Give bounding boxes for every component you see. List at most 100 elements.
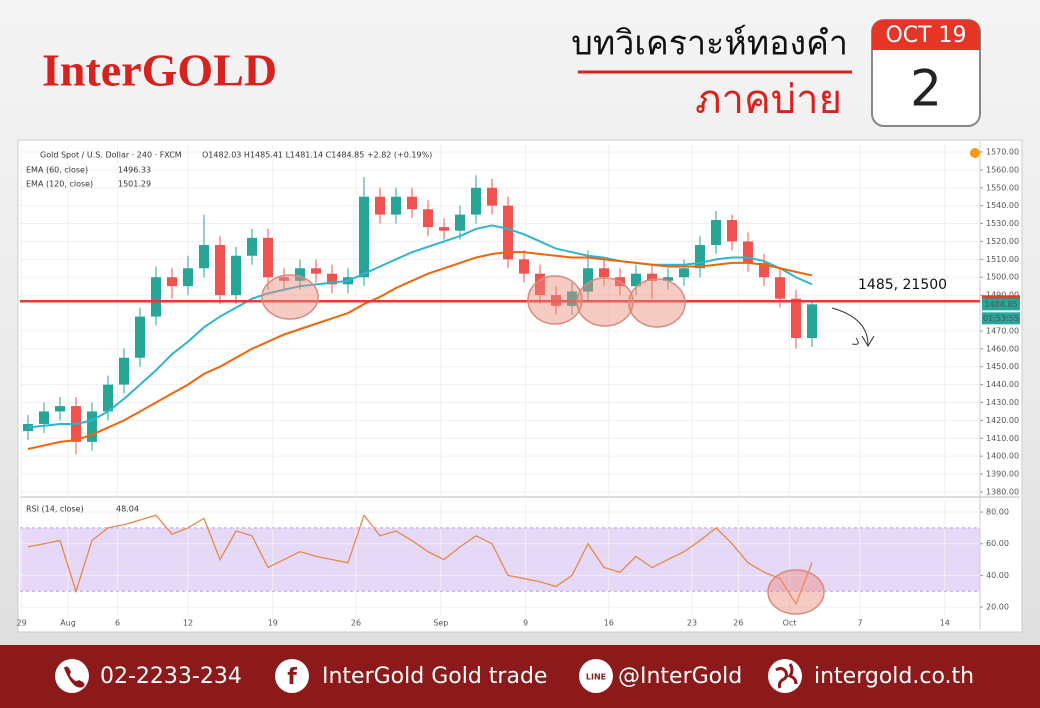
candle-body bbox=[599, 268, 609, 278]
highlights bbox=[261, 274, 825, 615]
x-tick-label: 26 bbox=[351, 619, 361, 628]
x-tick-label: 23 bbox=[687, 619, 697, 628]
candle-body bbox=[471, 187, 481, 215]
y-tick-label: 1530.00 bbox=[986, 219, 1019, 228]
line-id: @InterGold bbox=[618, 664, 742, 689]
candle-body bbox=[631, 273, 641, 287]
candle-body bbox=[151, 277, 161, 317]
candle-body bbox=[519, 259, 529, 274]
y-tick-label: 1400.00 bbox=[986, 452, 1019, 461]
candle-body bbox=[215, 245, 225, 296]
highlight bbox=[576, 277, 634, 327]
y-tick-label: 1470.00 bbox=[986, 326, 1019, 335]
title-line1: บทวิเคราะห์ทองคำ bbox=[571, 24, 848, 64]
x-tick-label: 7 bbox=[857, 619, 862, 628]
candle-body bbox=[183, 268, 193, 287]
candle-body bbox=[407, 196, 417, 210]
footer-bar bbox=[0, 645, 1040, 708]
candle-body bbox=[791, 298, 801, 339]
y-tick-label: 60.00 bbox=[986, 539, 1009, 548]
candle-body bbox=[759, 262, 769, 278]
candle-body bbox=[167, 277, 177, 287]
x-tick-label: 19 bbox=[268, 619, 278, 628]
rsi-line bbox=[27, 513, 813, 606]
x-tick-label: 9 bbox=[523, 619, 528, 628]
candle-body bbox=[311, 268, 321, 274]
y-tick-label: 1380.00 bbox=[986, 487, 1019, 496]
highlight bbox=[628, 278, 686, 328]
candle-body bbox=[567, 291, 577, 306]
price-label: 1484.85 bbox=[984, 300, 1017, 309]
candle-body bbox=[711, 219, 721, 246]
candle-body bbox=[775, 277, 785, 299]
footer: 02-2233-234 f InterGold Gold trade LINE … bbox=[55, 659, 974, 693]
calendar: OCT 19 2 bbox=[871, 19, 981, 127]
candle-body bbox=[359, 196, 369, 278]
phone-glyph bbox=[64, 666, 85, 688]
y-tick-label: 1410.00 bbox=[986, 434, 1019, 443]
line-icon bbox=[579, 659, 613, 693]
phone: 02-2233-234 bbox=[100, 664, 242, 689]
chart-title: RSI (14, close) bbox=[26, 505, 84, 514]
ohlc-label: O1482.03 H1485.41 L1481.14 C1484.85 +2.8… bbox=[202, 151, 432, 160]
y-tick-label: 1460.00 bbox=[986, 344, 1019, 353]
legend-name: EMA (120, close) bbox=[26, 180, 93, 189]
y-tick-label: 20.00 bbox=[986, 603, 1009, 612]
x-tick-label: 26 bbox=[733, 619, 743, 628]
alert-icon bbox=[970, 148, 980, 158]
candle-body bbox=[263, 237, 273, 278]
candle-body bbox=[295, 268, 305, 281]
candle-body bbox=[455, 214, 465, 231]
y-tick-label: 1550.00 bbox=[986, 183, 1019, 192]
y-tick-label: 80.00 bbox=[986, 508, 1009, 517]
highlight bbox=[767, 569, 825, 615]
website: intergold.co.th bbox=[814, 664, 974, 689]
candle-body bbox=[743, 241, 753, 263]
candle-body bbox=[279, 277, 289, 281]
ema-line bbox=[27, 224, 813, 429]
chart-title: Gold Spot / U.S. Dollar · 240 · FXCM bbox=[40, 151, 182, 160]
candle-body bbox=[55, 406, 65, 412]
candle-body bbox=[647, 273, 657, 281]
x-tick-label: 14 bbox=[940, 619, 950, 628]
x-tick-label: Aug bbox=[60, 619, 76, 628]
highlight bbox=[261, 274, 319, 320]
candle-body bbox=[199, 245, 209, 269]
candle-body bbox=[87, 411, 97, 442]
candle-body bbox=[423, 209, 433, 228]
y-tick-label: 1450.00 bbox=[986, 362, 1019, 371]
y-tick-label: 1520.00 bbox=[986, 237, 1019, 246]
highlight bbox=[527, 275, 583, 325]
y-tick-label: 1420.00 bbox=[986, 416, 1019, 425]
x-tick-label: 12 bbox=[183, 619, 193, 628]
ema-line bbox=[27, 251, 813, 450]
plot: 29 Aug 6 12 19 26 Sep 9 16 23 26 Oct 7 14 1380.00 1390.… bbox=[17, 145, 1020, 628]
x-tick-label: Sep bbox=[433, 619, 448, 628]
candle-body bbox=[583, 268, 593, 292]
y-tick-label: 1540.00 bbox=[986, 201, 1019, 210]
candle-body bbox=[391, 196, 401, 215]
y-tick-label: 1490.00 bbox=[986, 291, 1019, 300]
x-tick-label: 16 bbox=[604, 619, 614, 628]
x-tick-label: 6 bbox=[115, 619, 120, 628]
y-tick-label: 1500.00 bbox=[986, 273, 1019, 282]
candle-body bbox=[135, 316, 145, 358]
legend-value: 1496.33 bbox=[118, 166, 151, 175]
y-tick-label: 1570.00 bbox=[986, 147, 1019, 156]
legend-value: 1501.29 bbox=[118, 180, 151, 189]
calendar-top bbox=[872, 20, 980, 50]
candle-body bbox=[327, 273, 337, 285]
candle-body bbox=[375, 196, 385, 215]
legend-name: EMA (60, close) bbox=[26, 166, 88, 175]
legend-value: 48.04 bbox=[116, 505, 139, 514]
title-line2: ภาคบ่าย bbox=[695, 77, 842, 123]
phone-icon bbox=[55, 659, 89, 693]
candle-body bbox=[503, 205, 513, 260]
facebook-glyph: f bbox=[287, 665, 297, 690]
candle-body bbox=[119, 357, 129, 385]
countdown: 01:53:55 bbox=[983, 314, 1019, 323]
y-tick-label: 1430.00 bbox=[986, 398, 1019, 407]
y-tick-label: 40.00 bbox=[986, 571, 1009, 580]
